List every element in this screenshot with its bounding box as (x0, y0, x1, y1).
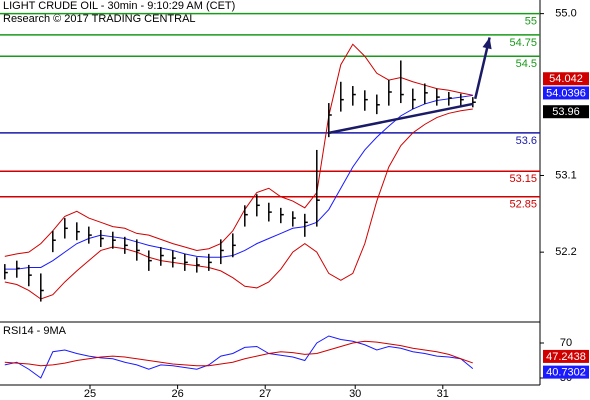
x-tick-label: 25 (84, 388, 96, 400)
ma-last-box (543, 86, 589, 100)
rsi-last-label: 40.7302 (546, 367, 586, 379)
y-tick-label: 52.2 (555, 246, 576, 258)
close-last-box (543, 105, 589, 119)
band-line-upper (4, 43, 473, 257)
x-tick-label: 30 (349, 388, 361, 400)
chart-title: LIGHT CRUDE OIL - 30min - 9:10:29 AM (CE… (3, 0, 235, 12)
band-line-lower (4, 108, 473, 300)
rsi-title: RSI14 - 9MA (3, 325, 67, 337)
y-tick-label: 53.1 (555, 169, 576, 181)
close-last-label: 53.96 (552, 106, 580, 118)
chart-subtitle: Research © 2017 TRADING CENTRAL (3, 13, 196, 25)
rsi-ma-last-box (543, 349, 589, 363)
band-line-ma (4, 94, 473, 270)
rsi-y-tick-label: 70 (560, 337, 572, 349)
trendline (328, 102, 474, 135)
level-label: 54.75 (509, 37, 537, 49)
level-label: 52.85 (509, 199, 537, 211)
rsi-line-rsi (4, 335, 474, 379)
level-label: 53.6 (516, 135, 537, 147)
rsi-last-box (543, 365, 589, 379)
upper-last-label: 54.042 (549, 73, 583, 85)
upper-last-box (543, 72, 589, 86)
x-tick-label: 31 (437, 388, 449, 400)
ma-last-label: 54.0396 (546, 87, 586, 99)
rsi-line-rsi-ma (4, 340, 473, 367)
level-label: 54.5 (516, 58, 537, 70)
level-label: 55 (525, 16, 537, 28)
rsi-ma-last-label: 47.2438 (546, 351, 586, 363)
y-tick-label: 55.0 (555, 8, 576, 20)
arrow-head (482, 37, 492, 50)
level-label: 53.15 (509, 173, 537, 185)
x-tick-label: 26 (171, 388, 183, 400)
x-tick-label: 27 (259, 388, 271, 400)
